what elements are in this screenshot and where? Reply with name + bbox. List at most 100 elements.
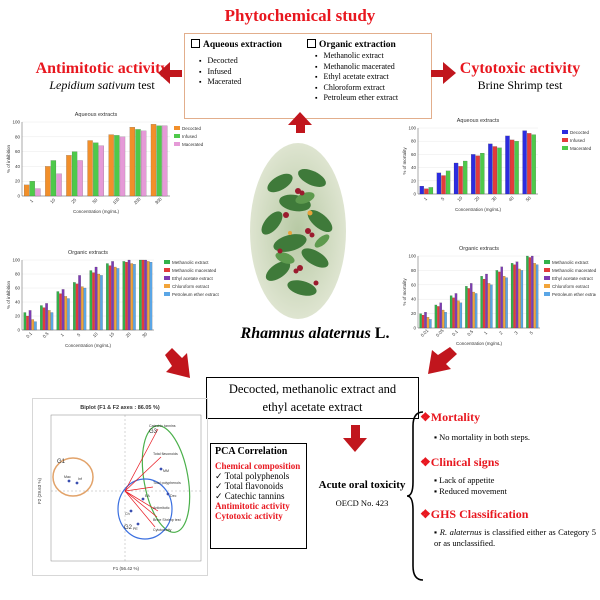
- bar: [80, 286, 84, 331]
- bar: [149, 262, 153, 331]
- var-label-catechic: Catechic tannins: [149, 424, 176, 428]
- x-axis-label: Concentration (mg/mL): [65, 343, 112, 348]
- pca-antimitotic: Antimitotic activity: [215, 501, 290, 511]
- mortality-heading-text: Mortality: [430, 410, 481, 424]
- vector-brine: [124, 490, 158, 518]
- x-tick-label: 0.5: [466, 329, 474, 337]
- x-tick-label: 50: [525, 195, 532, 202]
- x-tick-label: 1: [423, 196, 429, 202]
- legend-swatch: [544, 292, 550, 296]
- pca-chem-item: ✓ Total polyphenols: [215, 471, 290, 481]
- bar: [500, 266, 503, 329]
- legend-label: Methanolic macerated: [552, 268, 596, 273]
- bar: [463, 160, 468, 195]
- bar: [50, 312, 54, 331]
- obs-point: [136, 522, 140, 526]
- var-label-brine: Brine Shrimp test: [153, 518, 181, 522]
- antimitotic-subtitle: Lepidium sativum test: [22, 78, 182, 93]
- y-tick-label: 80: [411, 268, 417, 273]
- y-tick-label: 20: [15, 314, 21, 319]
- bar: [73, 282, 76, 331]
- clinical-sign-item: ▪ Reduced movement: [434, 486, 507, 496]
- pca-biplot: Biplot (F1 & F2 axes : 86.05 %) F1 (56.4…: [32, 398, 208, 576]
- bar: [482, 278, 486, 329]
- obs-point: [166, 492, 170, 496]
- extraction-box: Aqueous extraction DecoctedInfusedMacera…: [184, 33, 432, 119]
- x-tick-label: 20: [473, 195, 480, 202]
- obs-point: [159, 467, 163, 471]
- y-axis-label: % of inhibition: [6, 281, 11, 310]
- diamond-icon: ❖: [420, 455, 431, 469]
- obs-point: [75, 481, 79, 485]
- bar: [141, 130, 147, 197]
- legend-label: Macerated: [182, 142, 204, 147]
- rhamnus-plant-illustration: [250, 143, 346, 319]
- bar: [150, 124, 157, 197]
- bar: [426, 317, 430, 329]
- bar: [454, 293, 458, 329]
- legend-swatch: [164, 260, 170, 264]
- x-axis-label: Concentration (mg/mL): [456, 341, 503, 346]
- legend-label: Macerated: [570, 146, 592, 151]
- toxicity-results: ❖Mortality ▪ No mortality in both steps.…: [420, 410, 596, 549]
- x-tick-label: 100: [112, 196, 121, 205]
- vector-antimitotic: [124, 490, 159, 512]
- legend-swatch: [164, 284, 170, 288]
- bar: [50, 160, 57, 197]
- bar: [35, 188, 41, 197]
- bar: [114, 135, 120, 197]
- bar: [100, 275, 103, 331]
- bar: [459, 302, 463, 329]
- bar: [498, 271, 501, 329]
- bar: [24, 184, 30, 197]
- legend-swatch: [562, 146, 568, 150]
- bar: [29, 181, 35, 197]
- bar: [527, 133, 532, 195]
- x-tick-label: 3: [513, 330, 519, 336]
- bar: [497, 147, 502, 195]
- vector-cytotoxicity: [124, 490, 156, 528]
- bar: [533, 263, 536, 329]
- clinical-sign-item: ▪ Lack of appetite: [434, 475, 495, 485]
- y-tick-label: 80: [15, 134, 21, 139]
- bar: [162, 125, 168, 197]
- bar: [470, 283, 473, 329]
- legend-label: Decocted: [182, 126, 202, 131]
- y-tick-label: 0: [17, 194, 20, 199]
- biplot-title: Biplot (F1 & F2 axes : 86.05 %): [80, 405, 160, 411]
- biplot-xlabel: F1 (56.42 %): [113, 566, 140, 571]
- legend-swatch: [174, 134, 180, 138]
- bar: [518, 268, 521, 329]
- organic-item: Methanolic extract: [315, 51, 431, 62]
- bar: [64, 296, 68, 331]
- pca-chem-item: ✓ Total flavonoids: [215, 481, 284, 491]
- bar: [144, 259, 147, 331]
- bar: [133, 264, 136, 331]
- bar: [480, 153, 485, 195]
- group-label-g1: G1: [57, 459, 66, 465]
- x-tick-label: 10: [49, 197, 56, 204]
- bar: [492, 146, 498, 195]
- legend-label: Methanolic extract: [172, 260, 209, 265]
- legend-swatch: [544, 276, 550, 280]
- obs-label: EA: [145, 494, 150, 498]
- y-tick-label: 20: [15, 179, 21, 184]
- y-tick-label: 20: [411, 311, 417, 316]
- aqueous-item: Decocted: [199, 56, 299, 67]
- bar: [26, 315, 29, 331]
- bar: [457, 300, 460, 329]
- species-author: L.: [370, 325, 390, 342]
- cytotoxic-title: Cytotoxic activity: [459, 60, 581, 77]
- bar: [47, 310, 51, 331]
- bar: [444, 312, 447, 329]
- legend-swatch: [562, 130, 568, 134]
- bar: [503, 276, 506, 329]
- aqueous-item: Macerated: [199, 77, 299, 88]
- bar: [108, 265, 112, 331]
- group-label-g2: G2: [124, 525, 133, 531]
- group-g3-ellipse: [141, 425, 191, 533]
- bar: [139, 259, 142, 331]
- bar: [471, 154, 476, 195]
- page-title: Phytochemical study: [224, 6, 376, 25]
- bar: [106, 263, 109, 331]
